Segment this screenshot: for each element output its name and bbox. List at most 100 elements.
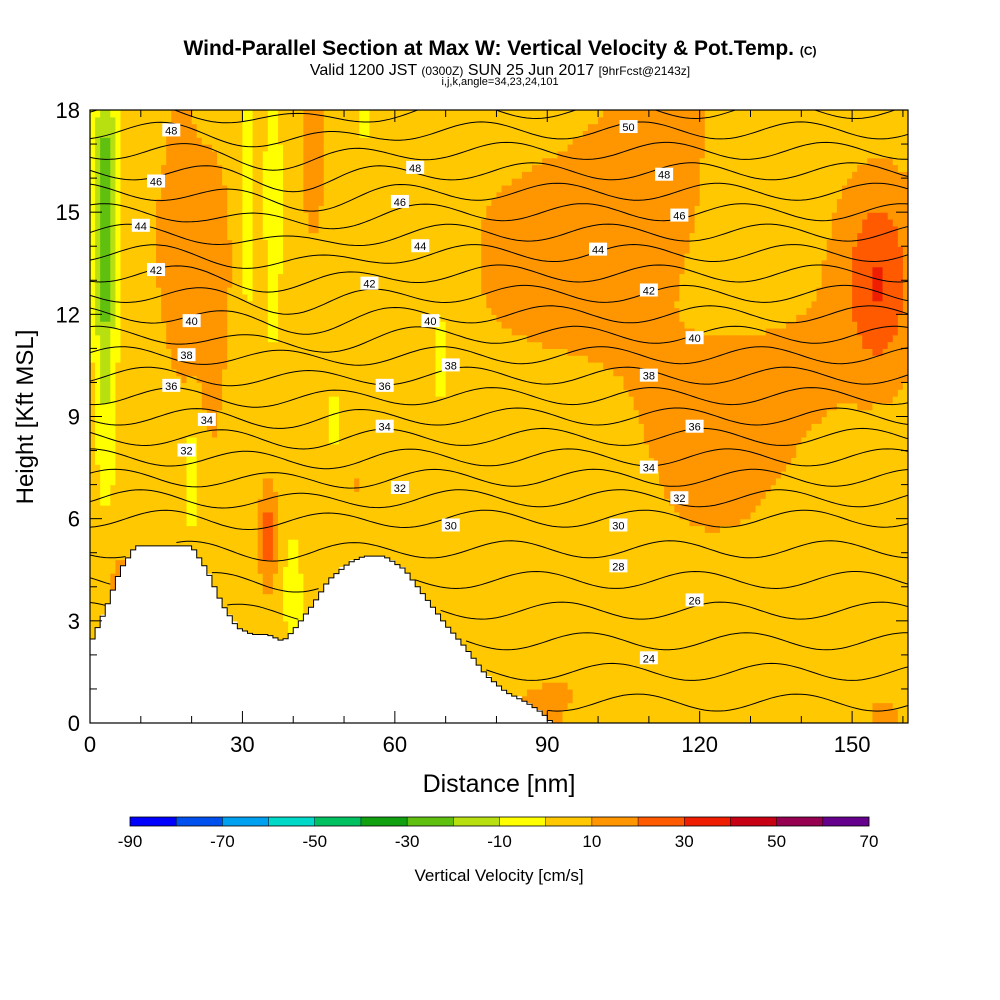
velocity-cell xyxy=(267,314,274,322)
velocity-cell xyxy=(405,470,411,479)
velocity-cell xyxy=(201,171,208,179)
velocity-cell xyxy=(191,198,198,206)
velocity-cell xyxy=(227,191,233,200)
velocity-cell xyxy=(222,123,228,132)
velocity-cell xyxy=(166,321,172,329)
velocity-cell xyxy=(120,110,127,118)
velocity-cell xyxy=(333,184,340,193)
velocity-cell xyxy=(283,355,289,363)
velocity-cell xyxy=(105,430,111,438)
velocity-cell xyxy=(150,368,157,377)
velocity-cell xyxy=(161,191,167,200)
velocity-cell xyxy=(125,280,132,288)
velocity-cell xyxy=(171,157,177,166)
velocity-cell xyxy=(161,491,167,499)
velocity-cell xyxy=(262,225,269,234)
velocity-cell xyxy=(125,470,132,479)
velocity-cell xyxy=(318,225,325,234)
velocity-cell xyxy=(445,116,452,125)
velocity-cell xyxy=(364,450,371,458)
velocity-cell xyxy=(349,259,355,268)
velocity-cell xyxy=(283,246,289,254)
velocity-cell xyxy=(90,232,96,241)
velocity-cell xyxy=(288,614,294,622)
velocity-cell xyxy=(206,259,213,268)
velocity-cell xyxy=(430,402,437,411)
velocity-cell xyxy=(171,273,177,281)
velocity-cell xyxy=(328,505,335,513)
velocity-cell xyxy=(262,464,269,472)
velocity-cell xyxy=(445,423,452,431)
velocity-cell xyxy=(328,430,335,438)
velocity-cell xyxy=(410,573,416,581)
velocity-cell xyxy=(359,144,365,152)
velocity-cell xyxy=(364,239,371,247)
velocity-cell xyxy=(130,362,137,370)
velocity-cell xyxy=(150,218,157,227)
velocity-cell xyxy=(313,484,320,493)
velocity-cell xyxy=(252,430,259,438)
velocity-cell xyxy=(298,518,304,527)
velocity-cell xyxy=(283,218,289,227)
velocity-cell xyxy=(283,327,289,336)
velocity-cell xyxy=(145,198,152,206)
velocity-cell xyxy=(217,477,223,486)
velocity-cell xyxy=(140,293,147,302)
velocity-cell xyxy=(293,137,299,145)
velocity-cell xyxy=(156,505,162,513)
velocity-cell xyxy=(206,355,213,363)
velocity-cell xyxy=(110,389,117,397)
velocity-cell xyxy=(379,389,386,397)
velocity-cell xyxy=(140,498,147,506)
velocity-cell xyxy=(323,157,330,166)
velocity-cell xyxy=(293,620,299,629)
velocity-cell xyxy=(389,212,396,220)
velocity-cell xyxy=(303,171,310,179)
velocity-cell xyxy=(100,593,106,601)
velocity-cell xyxy=(303,450,310,458)
velocity-cell xyxy=(410,525,416,533)
velocity-cell xyxy=(313,184,320,193)
velocity-cell xyxy=(232,225,238,234)
velocity-cell xyxy=(328,477,335,486)
velocity-cell xyxy=(262,287,269,295)
velocity-cell xyxy=(227,600,233,608)
velocity-cell xyxy=(445,239,452,247)
velocity-cell xyxy=(298,423,304,431)
velocity-cell xyxy=(257,205,264,213)
velocity-cell xyxy=(410,205,416,213)
velocity-cell xyxy=(354,491,360,499)
velocity-cell xyxy=(277,457,284,465)
velocity-cell xyxy=(323,232,330,241)
velocity-cell xyxy=(100,137,106,145)
velocity-cell xyxy=(445,232,452,241)
velocity-cell xyxy=(237,396,244,404)
velocity-cell xyxy=(130,382,137,390)
velocity-cell xyxy=(217,518,223,527)
velocity-cell xyxy=(425,259,432,268)
velocity-cell xyxy=(206,368,213,377)
velocity-cell xyxy=(303,389,310,397)
velocity-cell xyxy=(303,430,310,438)
velocity-cell xyxy=(125,198,132,206)
velocity-cell xyxy=(115,232,122,241)
velocity-cell xyxy=(410,375,416,384)
velocity-cell xyxy=(450,620,457,629)
velocity-cell xyxy=(242,396,249,404)
velocity-cell xyxy=(338,287,345,295)
velocity-cell xyxy=(389,266,396,275)
velocity-cell xyxy=(161,321,167,329)
velocity-cell xyxy=(344,389,350,397)
velocity-cell xyxy=(242,593,249,601)
velocity-cell xyxy=(262,539,269,547)
velocity-cell xyxy=(176,116,183,125)
velocity-cell xyxy=(196,464,203,472)
velocity-cell xyxy=(379,218,386,227)
velocity-cell xyxy=(262,586,269,595)
velocity-cell xyxy=(384,368,391,377)
velocity-cell xyxy=(191,409,198,418)
velocity-cell xyxy=(161,457,167,465)
velocity-cell xyxy=(440,396,447,404)
velocity-cell xyxy=(369,389,376,397)
velocity-cell xyxy=(425,348,432,356)
